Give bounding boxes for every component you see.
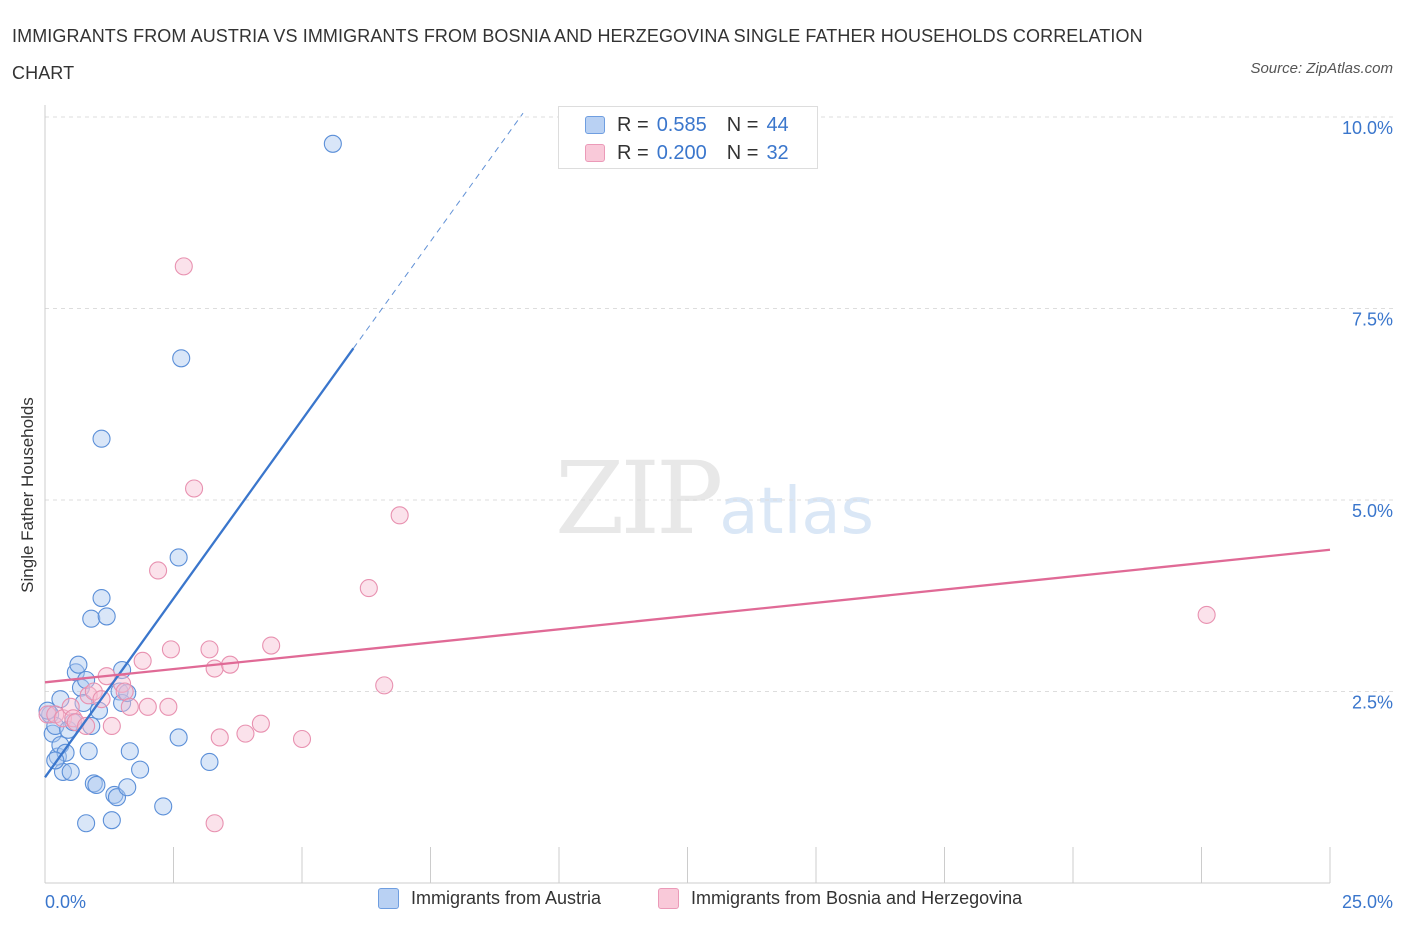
- point-bosnia: [120, 697, 139, 716]
- legend-swatch-austria: [585, 116, 605, 134]
- tick-labels: 2.5% 5.0% 7.5% 10.0% 0.0% 25.0%: [45, 118, 1393, 912]
- point-bosnia: [262, 636, 281, 655]
- y-tick-label: 7.5%: [1352, 310, 1393, 330]
- legend-n-value-austria: 44: [766, 113, 789, 136]
- point-bosnia: [161, 640, 180, 659]
- point-austria: [131, 760, 150, 779]
- point-austria: [61, 762, 80, 781]
- point-bosnia: [77, 716, 96, 736]
- point-austria: [169, 548, 188, 567]
- point-austria: [92, 588, 111, 608]
- point-austria: [56, 743, 75, 762]
- point-austria: [82, 609, 101, 628]
- legend-row-austria: R = 0.585 N = 44: [585, 113, 789, 137]
- point-austria: [69, 655, 88, 674]
- point-bosnia: [138, 697, 157, 716]
- point-bosnia: [1197, 605, 1216, 624]
- y-tick-label: 5.0%: [1352, 501, 1393, 521]
- point-austria: [87, 775, 106, 795]
- point-bosnia: [159, 697, 178, 716]
- series-legend: Immigrants from Austria Immigrants from …: [0, 888, 1406, 916]
- point-austria: [200, 752, 219, 772]
- trend-line-bosnia: [44, 548, 1331, 684]
- point-austria: [79, 742, 98, 761]
- stats-legend: R = 0.585 N = 44 R = 0.200 N = 32: [558, 106, 818, 169]
- point-bosnia: [251, 714, 270, 733]
- point-austria: [77, 814, 96, 833]
- series-swatch-austria: [378, 888, 399, 909]
- watermark-atlas: atlas: [719, 475, 874, 549]
- point-bosnia: [205, 659, 224, 678]
- point-austria: [172, 349, 191, 368]
- legend-n-label: N =: [726, 141, 759, 164]
- legend-n-label: N =: [726, 113, 759, 136]
- trend-line-austria-extension: [352, 112, 524, 349]
- point-austria: [118, 778, 137, 797]
- series-name-austria: Immigrants from Austria: [411, 888, 602, 908]
- point-bosnia: [210, 728, 229, 747]
- point-austria: [120, 742, 139, 761]
- point-bosnia: [185, 479, 204, 498]
- legend-swatch-bosnia: [585, 144, 605, 162]
- trend-lines: [44, 112, 1331, 778]
- point-austria: [97, 607, 116, 626]
- legend-r-label: R =: [617, 141, 649, 164]
- point-bosnia: [174, 257, 193, 276]
- legend-r-label: R =: [617, 113, 649, 136]
- legend-r-value-bosnia: 0.200: [656, 141, 707, 164]
- y-tick-label: 2.5%: [1352, 693, 1393, 713]
- point-bosnia: [200, 640, 219, 659]
- watermark: ZIPatlas: [555, 440, 874, 557]
- watermark-zip: ZIP: [555, 440, 723, 557]
- point-bosnia: [236, 724, 255, 743]
- point-bosnia: [149, 561, 168, 580]
- point-bosnia: [359, 579, 378, 598]
- point-bosnia: [292, 729, 312, 749]
- point-austria: [169, 728, 188, 747]
- point-austria: [323, 134, 342, 153]
- point-bosnia: [205, 814, 224, 833]
- chart-source: Source: ZipAtlas.com: [1250, 60, 1393, 77]
- trend-line-austria: [44, 347, 355, 778]
- point-bosnia: [375, 676, 394, 695]
- data-points: [38, 134, 1216, 833]
- y-tick-label: 10.0%: [1342, 118, 1393, 138]
- point-bosnia: [390, 506, 409, 525]
- point-austria: [154, 797, 173, 816]
- legend-r-value-austria: 0.585: [656, 113, 707, 136]
- series-legend-bosnia: Immigrants from Bosnia and Herzegovina: [658, 888, 1022, 909]
- series-legend-austria: Immigrants from Austria: [378, 888, 601, 909]
- point-bosnia: [133, 651, 152, 670]
- axes: [44, 105, 1331, 884]
- point-austria: [92, 429, 111, 448]
- legend-n-value-bosnia: 32: [766, 141, 789, 164]
- point-bosnia: [102, 716, 121, 736]
- gridlines: [45, 116, 1395, 692]
- point-austria: [102, 811, 121, 830]
- series-name-bosnia: Immigrants from Bosnia and Herzegovina: [691, 888, 1023, 908]
- point-bosnia: [115, 682, 134, 701]
- x-tick-label: 25.0%: [1342, 892, 1393, 912]
- x-tick-label: 0.0%: [45, 892, 86, 912]
- legend-row-bosnia: R = 0.200 N = 32: [585, 141, 789, 165]
- chart-title: IMMIGRANTS FROM AUSTRIA VS IMMIGRANTS FR…: [12, 26, 1143, 83]
- point-bosnia: [38, 705, 57, 724]
- point-bosnia: [84, 682, 103, 701]
- series-swatch-bosnia: [658, 888, 679, 909]
